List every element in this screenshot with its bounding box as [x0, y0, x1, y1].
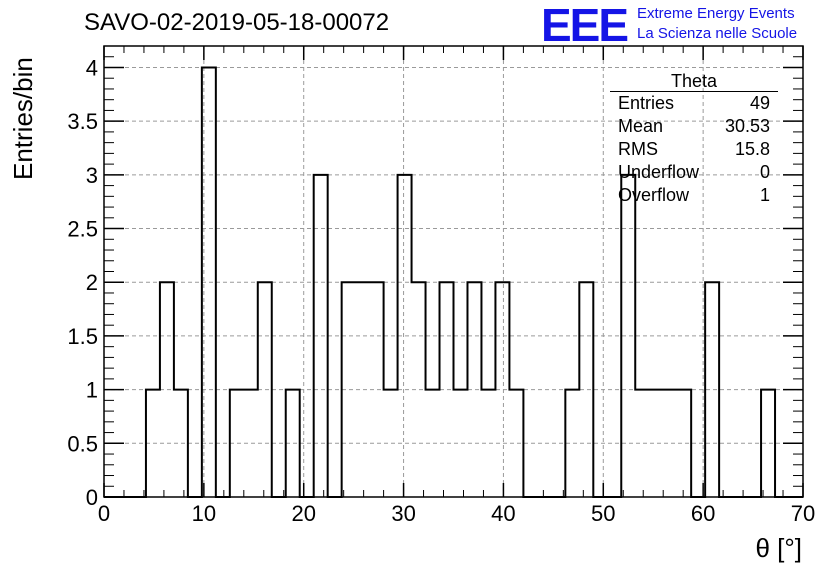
y-tick-label: 0.5 — [67, 431, 98, 456]
x-tick-label: 20 — [291, 501, 315, 526]
stats-label: Overflow — [618, 185, 690, 205]
stats-box: Theta Entries 49 Mean 30.53 RMS 15.8 Und… — [610, 71, 778, 207]
y-tick-label: 4 — [86, 55, 98, 80]
x-tick-label: 50 — [591, 501, 615, 526]
x-tick-label: 60 — [691, 501, 715, 526]
logo-line-1: Extreme Energy Events — [637, 5, 795, 22]
y-tick-label: 1 — [86, 378, 98, 403]
logo-line-2: La Scienza nelle Scuole — [637, 25, 798, 42]
y-axis-label: Entries/bin — [8, 57, 38, 180]
stats-title: Theta — [610, 71, 778, 92]
y-tick-label: 2 — [86, 270, 98, 295]
stats-row-underflow: Underflow 0 — [610, 161, 778, 184]
y-tick-label: 0 — [86, 485, 98, 510]
x-axis-label: θ [°] — [755, 533, 802, 563]
chart-title: SAVO-02-2019-05-18-00072 — [84, 9, 390, 36]
stats-label: RMS — [618, 139, 658, 159]
stats-row-overflow: Overflow 1 — [610, 184, 778, 207]
y-tick-label: 3.5 — [67, 109, 98, 134]
y-tick-label: 3 — [86, 163, 98, 188]
x-tick-label: 10 — [192, 501, 216, 526]
stats-label: Underflow — [618, 162, 700, 182]
stats-label: Entries — [618, 93, 675, 113]
stats-row-entries: Entries 49 — [610, 92, 778, 115]
x-tick-label: 40 — [491, 501, 515, 526]
stats-row-rms: RMS 15.8 — [610, 138, 778, 161]
y-tick-label: 1.5 — [67, 324, 98, 349]
axis-ticks — [103, 46, 804, 498]
y-tick-label: 2.5 — [67, 217, 98, 242]
eee-logo: EEE — [541, 0, 629, 51]
x-tick-label: 0 — [98, 501, 110, 526]
stats-row-mean: Mean 30.53 — [610, 115, 778, 138]
stats-value: 49 — [749, 93, 770, 113]
stats-label: Mean — [618, 116, 664, 136]
histogram-outline — [104, 66, 803, 498]
stats-value: 0 — [759, 162, 770, 182]
stats-value: 15.8 — [734, 139, 770, 159]
x-tick-label: 30 — [391, 501, 415, 526]
x-tick-label: 70 — [791, 501, 815, 526]
stats-value: 30.53 — [724, 116, 770, 136]
stats-value: 1 — [759, 185, 770, 205]
